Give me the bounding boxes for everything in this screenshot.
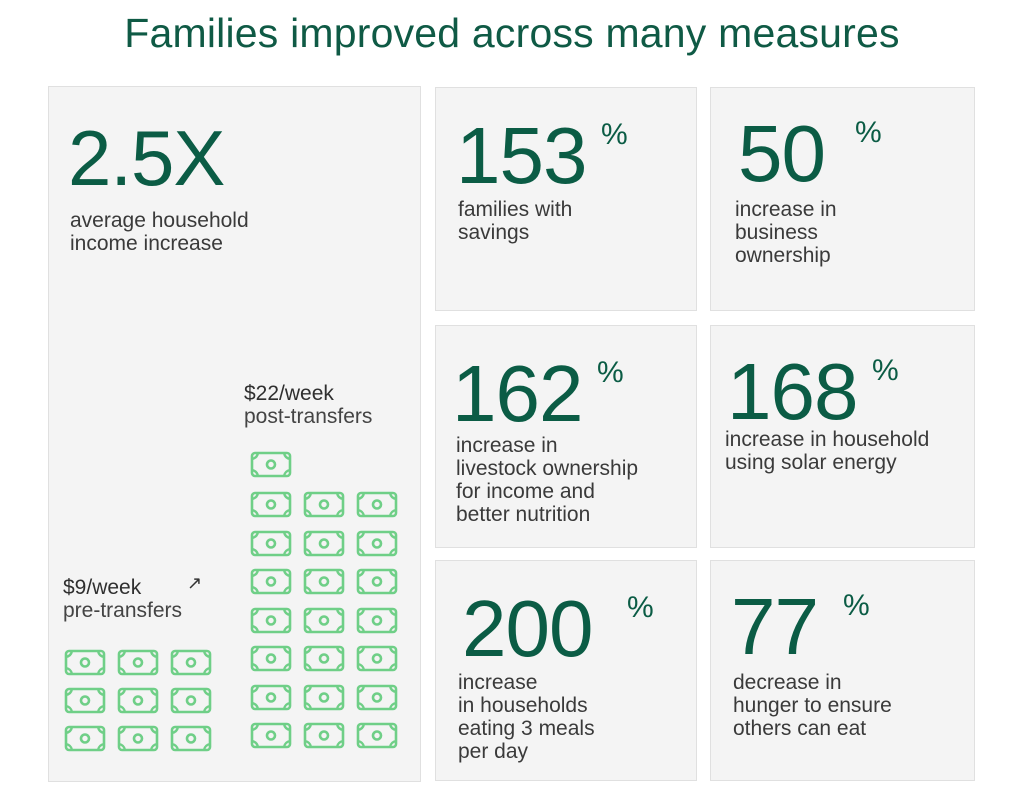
money-bill-icon [303, 530, 345, 557]
money-bill-icon [250, 607, 292, 634]
money-bill-icon [303, 722, 345, 749]
stat-card: 200 % increase in households eating 3 me… [435, 560, 697, 781]
money-bill-icon [64, 649, 106, 676]
stat-unit: % [855, 116, 882, 149]
income-value: 2.5X [68, 114, 225, 202]
money-bill-icon [170, 687, 212, 714]
stat-unit: % [597, 356, 624, 389]
stat-value: 162 [452, 349, 583, 438]
money-bill-icon [356, 722, 398, 749]
page-title: Families improved across many measures [124, 10, 900, 56]
stat-description: increase in livestock ownership for inco… [456, 434, 639, 526]
stat-value: 77 [731, 582, 819, 671]
stat-card: 50 % increase in business ownership [710, 87, 975, 311]
money-bill-icon [250, 491, 292, 518]
stat-card: 77 % decrease in hunger to ensure others… [710, 560, 975, 781]
money-bill-icon [117, 649, 159, 676]
money-bill-icon [64, 725, 106, 752]
money-bill-icon [64, 687, 106, 714]
money-bill-icon [303, 607, 345, 634]
arrow-up-right-icon: ↗ [187, 573, 203, 593]
money-bill-icon [303, 491, 345, 518]
money-bill-icon [250, 530, 292, 557]
money-bill-icon [250, 568, 292, 595]
money-bill-icon [117, 687, 159, 714]
stat-description: decrease in hunger to ensure others can … [733, 671, 892, 740]
stat-card: 153 % families with savings [435, 87, 697, 311]
post-label: post-transfers [244, 405, 373, 428]
money-bill-icon [356, 607, 398, 634]
money-bill-icon [356, 530, 398, 557]
money-bill-icon [170, 649, 212, 676]
stat-value: 50 [738, 109, 826, 198]
money-bill-icon [356, 645, 398, 672]
stat-description: increase in business ownership [735, 198, 837, 267]
stat-unit: % [627, 591, 654, 624]
money-bill-icon [250, 722, 292, 749]
stat-description: increase in household using solar energy [725, 428, 930, 474]
money-bill-icon [303, 568, 345, 595]
stat-unit: % [601, 118, 628, 151]
money-bill-icon [303, 645, 345, 672]
stat-unit: % [872, 354, 899, 387]
money-bill-icon [250, 451, 292, 478]
stat-value: 153 [456, 111, 587, 200]
pre-amount: $9/week [63, 576, 142, 599]
money-bill-icon [250, 684, 292, 711]
stat-card: 168 % increase in household using solar … [710, 325, 975, 548]
stat-description: increase in households eating 3 meals pe… [458, 671, 595, 763]
pre-label: pre-transfers [63, 599, 183, 622]
post-amount: $22/week [244, 382, 334, 405]
pre-transfer-label: $9/week pre-transfers [63, 576, 182, 622]
money-bill-icon [170, 725, 212, 752]
money-bill-icon [356, 684, 398, 711]
money-bill-icon [250, 645, 292, 672]
money-bill-icon [303, 684, 345, 711]
stat-description: families with savings [458, 198, 573, 244]
post-transfer-label: $22/week post-transfers [244, 382, 372, 428]
money-bill-icon [356, 491, 398, 518]
stat-card: 162 % increase in livestock ownership fo… [435, 325, 697, 548]
stat-value: 168 [727, 347, 858, 436]
stat-unit: % [843, 589, 870, 622]
money-bill-icon [117, 725, 159, 752]
income-card: 2.5X average household income increase $… [48, 86, 421, 782]
stat-value: 200 [462, 584, 593, 673]
money-bill-icon [356, 568, 398, 595]
income-description: average household income increase [70, 209, 249, 255]
